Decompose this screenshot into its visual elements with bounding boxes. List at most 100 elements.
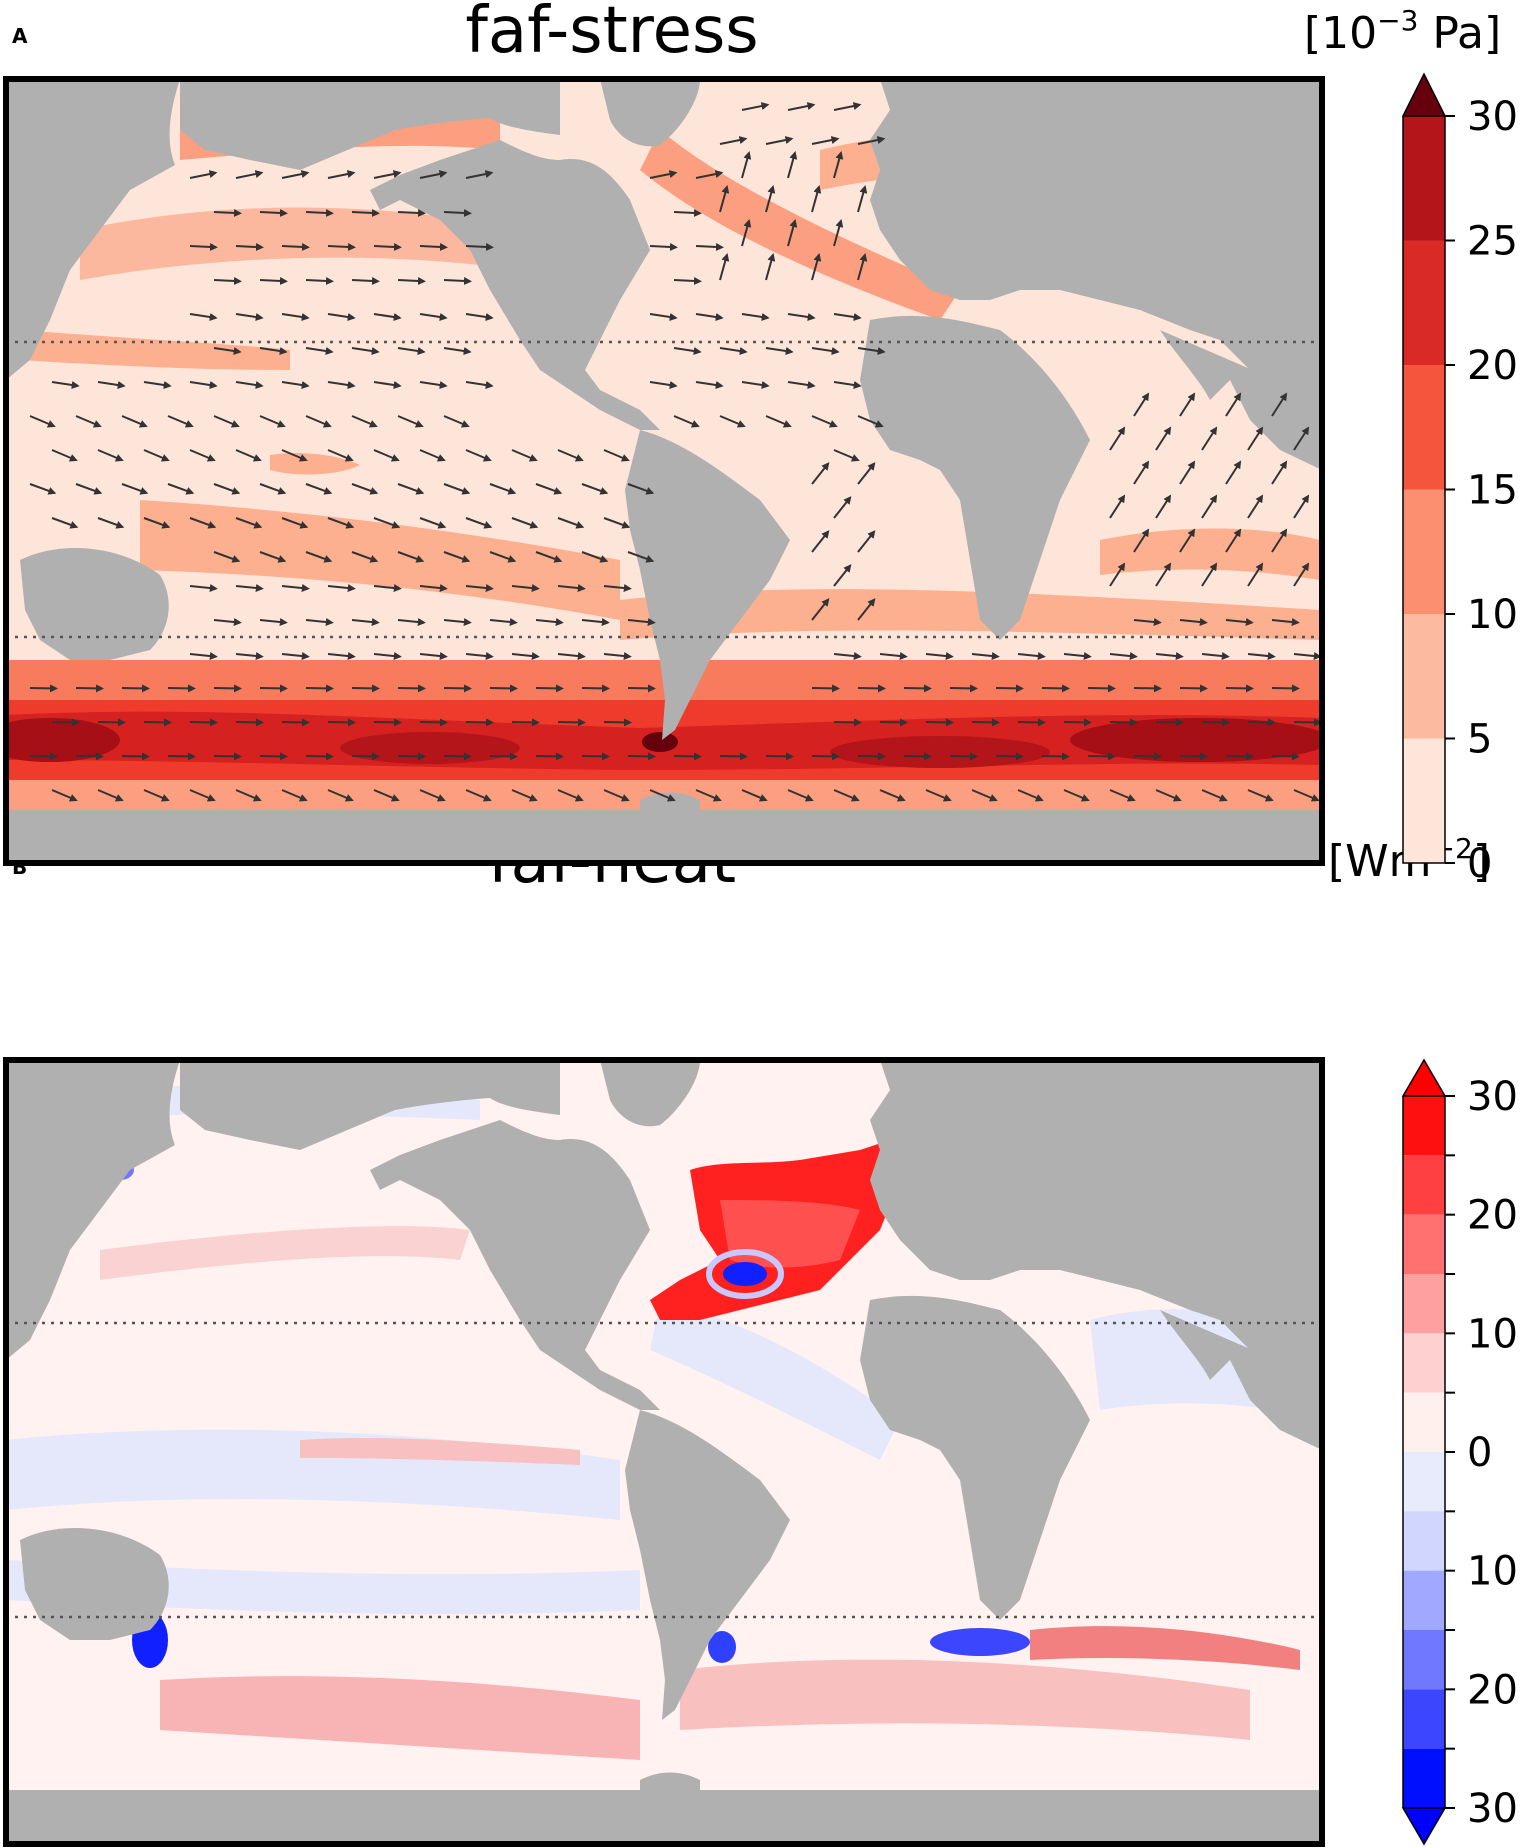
stress-arrow bbox=[673, 347, 702, 355]
stress-arrow bbox=[97, 789, 124, 802]
stress-arrow bbox=[765, 253, 776, 281]
colorbar-bin bbox=[1403, 1689, 1445, 1749]
stress-arrow bbox=[1109, 789, 1136, 802]
north-america bbox=[370, 140, 660, 430]
stress-arrow bbox=[787, 381, 816, 389]
stress-arrow bbox=[765, 185, 776, 213]
stress-map-frame bbox=[3, 76, 1325, 866]
stress-arrow bbox=[489, 684, 518, 693]
colorbar-tick-label: 20 bbox=[1467, 1193, 1518, 1239]
stress-arrow bbox=[235, 517, 263, 529]
stress-arrow bbox=[351, 415, 378, 428]
colorbar-bin bbox=[1403, 116, 1445, 241]
stress-arrow bbox=[213, 347, 242, 355]
stress-arrow bbox=[995, 752, 1024, 761]
heat-map-frame bbox=[3, 1057, 1325, 1847]
stress-arrow bbox=[857, 598, 876, 621]
stress-arrow bbox=[281, 381, 310, 389]
stress-arrow bbox=[719, 136, 748, 145]
stress-arrow bbox=[121, 752, 150, 761]
stress-arrow bbox=[833, 219, 844, 247]
stress-arrow bbox=[787, 789, 814, 802]
stress-arrow bbox=[557, 517, 585, 529]
stress-arrow bbox=[971, 789, 998, 802]
stress-arrow bbox=[649, 381, 678, 389]
stress-arrow bbox=[281, 243, 310, 251]
stress-arrow bbox=[1155, 652, 1184, 660]
stress-arrow bbox=[189, 170, 218, 179]
stress-arrow bbox=[281, 652, 310, 660]
colorbar-bin bbox=[1403, 1096, 1445, 1156]
stress-arrow bbox=[373, 243, 402, 251]
stress-arrow bbox=[121, 483, 149, 495]
colorbar-bin bbox=[1403, 614, 1445, 739]
stress-arrow bbox=[373, 449, 400, 462]
stress-arrow bbox=[1133, 684, 1162, 693]
stress-arrow bbox=[649, 313, 678, 321]
stress-arrow bbox=[465, 243, 494, 251]
stress-arrow bbox=[1271, 752, 1300, 761]
stress-arrow bbox=[213, 618, 242, 626]
stress-arrow bbox=[1087, 684, 1116, 693]
stress-arrow bbox=[235, 313, 264, 321]
stress-arrow bbox=[1063, 789, 1090, 802]
stress-arrow bbox=[259, 618, 288, 626]
stress-arrow bbox=[719, 752, 748, 761]
stress-arrow bbox=[971, 652, 1000, 660]
stress-arrow bbox=[1133, 752, 1162, 761]
stress-arrow bbox=[1155, 789, 1182, 802]
colorbar-bin bbox=[1403, 1748, 1445, 1808]
stress-arrow bbox=[259, 347, 288, 355]
stress-arrow bbox=[627, 483, 655, 495]
greenland bbox=[600, 79, 700, 147]
stress-arrow bbox=[603, 449, 630, 462]
stress-arrow bbox=[189, 313, 218, 321]
stress-arrow bbox=[489, 752, 518, 761]
stress-arrow bbox=[305, 483, 333, 495]
stress-arrow bbox=[397, 551, 425, 563]
stress-arrow bbox=[535, 684, 564, 693]
stress-arrow bbox=[121, 415, 148, 428]
stress-arrow bbox=[1201, 426, 1218, 451]
stress-arrow bbox=[971, 718, 1000, 727]
stress-arrow bbox=[1063, 652, 1092, 660]
stress-arrow bbox=[787, 219, 798, 247]
stress-arrow bbox=[627, 551, 655, 563]
stress-arrow bbox=[443, 551, 471, 563]
stress-arrow bbox=[603, 789, 630, 802]
stress-arrow bbox=[443, 347, 472, 355]
stress-arrow bbox=[281, 170, 310, 179]
stress-arrow bbox=[719, 415, 746, 428]
stress-arrow bbox=[719, 347, 748, 355]
stress-arrow bbox=[511, 718, 540, 727]
stress-arrow bbox=[811, 530, 830, 553]
stress-arrow bbox=[1271, 528, 1288, 553]
stress-arrow bbox=[75, 483, 103, 495]
stress-arrow bbox=[1109, 494, 1126, 519]
stress-arrow bbox=[811, 462, 830, 485]
stress-arrow bbox=[351, 618, 380, 626]
stress-arrow bbox=[419, 449, 446, 462]
stress-arrow bbox=[857, 752, 886, 761]
stress-arrow bbox=[259, 209, 288, 217]
stress-arrow bbox=[235, 170, 264, 179]
stress-arrow bbox=[213, 415, 240, 428]
stress-arrow bbox=[857, 185, 868, 213]
stress-arrow bbox=[627, 752, 656, 761]
stress-arrow bbox=[833, 381, 862, 389]
stress-arrow bbox=[213, 752, 242, 761]
south-america bbox=[625, 430, 790, 740]
colorbar-tick-label: 20 bbox=[1467, 1667, 1518, 1713]
colorbar-bin bbox=[1403, 1452, 1445, 1512]
stress-arrow bbox=[489, 551, 517, 563]
stress-arrow bbox=[833, 151, 844, 179]
stress-arrow bbox=[373, 517, 401, 529]
stress-arrow bbox=[1133, 460, 1150, 485]
stress-arrow bbox=[1179, 684, 1208, 693]
colorbar-tick-label: 5 bbox=[1467, 717, 1492, 763]
stress-arrow bbox=[259, 551, 287, 563]
stress-arrow bbox=[603, 517, 631, 529]
stress-arrow bbox=[397, 209, 426, 217]
stress-arrow bbox=[305, 752, 334, 761]
panel-a-unit-label: [10−3 Pa] bbox=[1304, 4, 1502, 59]
